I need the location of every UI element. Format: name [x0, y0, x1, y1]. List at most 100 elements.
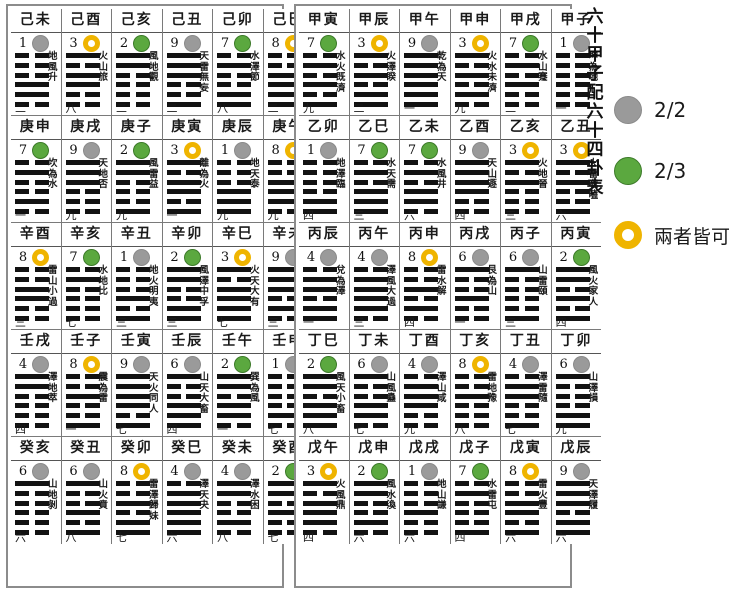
yang-line	[505, 383, 540, 389]
jiazi-cell[interactable]: 戊午 3 火風鼎四	[299, 437, 349, 544]
stem-branch-label: 癸亥	[11, 437, 61, 461]
line-segment	[267, 62, 282, 68]
hexagram-icon	[404, 480, 439, 535]
line-segment	[116, 422, 151, 428]
line-segment	[34, 53, 49, 58]
line-segment	[65, 374, 80, 379]
hexagram-name-char: 巽	[250, 372, 260, 383]
line-segment	[555, 413, 590, 419]
jiazi-cell[interactable]: 丁未 6 山風蠱七	[348, 330, 400, 437]
hexagram-name-char: 孚	[199, 296, 210, 308]
jiazi-cell[interactable]: 甲子 1 坤為地一	[550, 9, 602, 116]
line-segment	[404, 315, 419, 321]
jiazi-cell[interactable]: 戊子 7 水雷屯四	[449, 437, 501, 544]
line-segment	[404, 199, 439, 205]
jiazi-cell[interactable]: 癸丑 6 山火賁八	[60, 437, 112, 544]
jiazi-cell[interactable]: 甲戌 7 水山蹇二	[500, 9, 551, 116]
jiazi-cell[interactable]: 丁卯 6 山澤損九	[550, 330, 602, 437]
jiazi-cell[interactable]: 戊申 2 風水渙六	[348, 437, 400, 544]
jiazi-cell[interactable]: 辛酉 8 雷山小過三	[11, 223, 61, 330]
hexagram-name-char: 水	[487, 61, 498, 73]
marker-green-icon	[133, 34, 151, 52]
jiazi-cell[interactable]: 乙丑 3 火雷噬嗑六	[550, 116, 602, 223]
jiazi-cell[interactable]: 癸亥 6 山地剝六	[11, 437, 61, 544]
jiazi-cell[interactable]: 庚申 7 坎為水一	[11, 116, 61, 223]
jiazi-cell[interactable]: 丁巳 2 風天小畜八	[299, 330, 349, 437]
jiazi-cell[interactable]: 甲申 3 火水未濟九	[449, 9, 501, 116]
jiazi-cell[interactable]: 己丑 9 天雷無妄二	[161, 9, 213, 116]
jiazi-cell[interactable]: 甲午 9 乾為天一	[399, 9, 450, 116]
jiazi-cell[interactable]: 癸未 4 澤水困八	[212, 437, 263, 544]
jiazi-cell[interactable]: 辛丑 1 地火明夷三	[111, 223, 162, 330]
jiazi-cell[interactable]: 丁酉 4 澤山咸九	[399, 330, 450, 437]
jiazi-cell[interactable]: 庚辰 1 地天泰九	[212, 116, 263, 223]
cell-top-row: 2	[352, 462, 398, 480]
jiazi-cell[interactable]: 丙辰 4 兌為澤一	[299, 223, 349, 330]
jiazi-cell[interactable]: 戊辰 9 天澤履六	[550, 437, 602, 544]
jiazi-cell[interactable]: 丙申 8 雷水解四	[399, 223, 450, 330]
line-segment	[524, 306, 540, 312]
line-segment	[404, 189, 439, 195]
cell-mid-row: 火天大有	[215, 265, 261, 322]
jiazi-cell[interactable]: 丁丑 4 澤雷隨七	[500, 330, 551, 437]
jiazi-cell[interactable]: 壬午 2 巽為風一	[212, 330, 263, 437]
jiazi-cell[interactable]: 己亥 2 風地觀二	[111, 9, 162, 116]
jiazi-cell[interactable]: 庚寅 3 離為火一	[161, 116, 213, 223]
yang-line	[555, 296, 590, 302]
hexagram-name-char: 火	[538, 158, 548, 169]
jiazi-cell[interactable]: 壬辰 6 山天大畜四	[161, 330, 213, 437]
line-segment	[454, 160, 489, 165]
jiazi-cell[interactable]: 壬寅 9 天火同人七	[111, 330, 162, 437]
line-segment	[34, 393, 49, 399]
jiazi-cell[interactable]: 戊寅 8 雷火豐六	[500, 437, 551, 544]
hexagram-icon	[555, 373, 590, 428]
yin-line	[116, 286, 151, 292]
line-segment	[267, 510, 302, 516]
hexagram-name: 天火同人	[149, 372, 159, 415]
yin-line	[65, 315, 100, 321]
line-segment	[217, 72, 232, 78]
jiazi-cell[interactable]: 乙卯 1 地澤臨四	[299, 116, 349, 223]
jiazi-cell[interactable]: 丙寅 2 風火家人四	[550, 223, 602, 330]
jiazi-cell[interactable]: 乙巳 7 水天需三	[348, 116, 400, 223]
jiazi-cell[interactable]: 壬子 8 震為雷一	[60, 330, 112, 437]
yin-line	[454, 520, 489, 526]
yin-line	[65, 92, 100, 98]
stem-branch-label: 甲辰	[349, 9, 400, 33]
line-segment	[404, 53, 439, 58]
hexagram-name-char: 天	[250, 168, 260, 180]
line-segment	[575, 189, 590, 195]
jiazi-cell[interactable]: 己卯 7 水澤節八	[212, 9, 263, 116]
jiazi-cell[interactable]: 辛卯 2 風澤中孚三	[161, 223, 213, 330]
yin-line	[353, 315, 388, 321]
jiazi-cell[interactable]: 乙亥 3 火地晉三	[500, 116, 551, 223]
hexagram-name: 山澤損	[589, 372, 599, 405]
yin-line	[303, 393, 337, 399]
jiazi-cell[interactable]: 庚子 2 風雷益九	[111, 116, 162, 223]
jiazi-cell[interactable]: 丙子 6 山雷頤三	[500, 223, 551, 330]
jiazi-cell[interactable]: 壬戌 4 澤地萃四	[11, 330, 61, 437]
yin-line	[15, 189, 49, 195]
line-segment	[217, 413, 252, 419]
line-segment	[65, 169, 100, 175]
line-segment	[267, 208, 282, 214]
yang-line	[454, 160, 489, 165]
jiazi-cell[interactable]: 乙未 7 水風井六	[399, 116, 450, 223]
jiazi-cell[interactable]: 甲寅 7 水火既濟九	[299, 9, 349, 116]
jiazi-cell[interactable]: 庚戌 9 天地否九	[60, 116, 112, 223]
jiazi-cell[interactable]: 癸巳 4 澤天夬六	[161, 437, 213, 544]
jiazi-cell[interactable]: 戊戌 1 地山謙六	[399, 437, 450, 544]
jiazi-cell[interactable]: 辛巳 3 火天大有七	[212, 223, 263, 330]
jiazi-cell[interactable]: 丁亥 8 雷地豫八	[449, 330, 501, 437]
jiazi-cell[interactable]: 辛亥 7 水地比七	[60, 223, 112, 330]
jiazi-cell[interactable]: 丙午 4 澤風大過三	[348, 223, 400, 330]
jiazi-cell[interactable]: 己酉 3 火山旅八	[60, 9, 112, 116]
jiazi-cell[interactable]: 甲辰 3 火澤睽二	[348, 9, 400, 116]
jiazi-cell[interactable]: 丙戌 6 艮為山一	[449, 223, 501, 330]
jiazi-cell[interactable]: 癸卯 8 雷澤歸妹七	[111, 437, 162, 544]
jiazi-cell[interactable]: 己未 1 地風升二	[11, 9, 61, 116]
jiazi-cell[interactable]: 乙酉 9 天山遯四	[449, 116, 501, 223]
